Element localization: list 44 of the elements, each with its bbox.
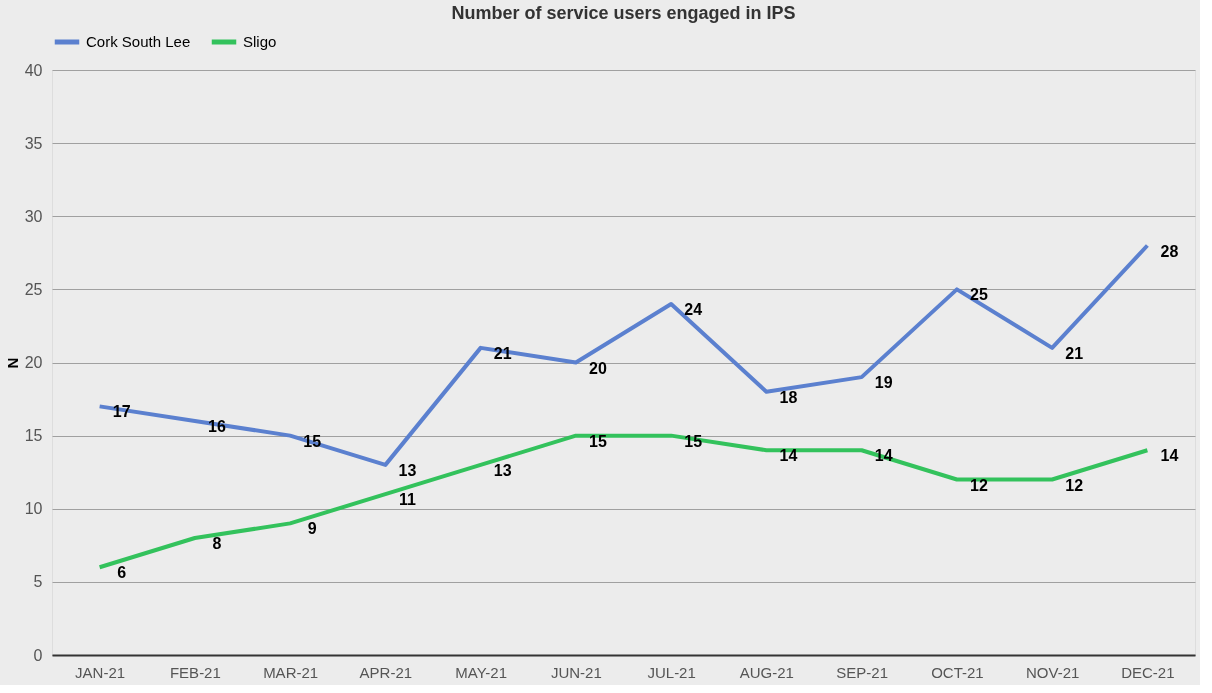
data-label: 19 — [874, 374, 893, 392]
chart-title: Number of service users engaged in IPS — [451, 3, 796, 23]
x-tick-label: FEB-21 — [169, 663, 221, 681]
x-tick-label: JUL-21 — [647, 663, 696, 681]
y-tick-label: 0 — [33, 646, 43, 664]
x-tick-label: DEC-21 — [1121, 663, 1175, 681]
y-tick-label: 35 — [24, 134, 43, 152]
x-tick-label: MAY-21 — [455, 663, 507, 681]
y-tick-label: 30 — [24, 207, 43, 225]
data-label: 14 — [874, 447, 893, 465]
data-label: 24 — [684, 301, 703, 318]
data-label: 11 — [398, 491, 416, 509]
y-tick-label: 20 — [24, 354, 43, 371]
y-tick-label: 40 — [24, 61, 43, 79]
data-label: 25 — [969, 286, 988, 304]
legend-label: Sligo — [243, 33, 277, 50]
data-label: 21 — [1065, 344, 1084, 362]
data-label: 8 — [212, 535, 222, 552]
x-tick-label: NOV-21 — [1025, 663, 1080, 681]
data-label: 14 — [779, 447, 798, 465]
data-label: 6 — [117, 564, 127, 582]
data-label: 18 — [779, 388, 798, 406]
data-label: 28 — [1160, 242, 1179, 260]
data-label: 12 — [1065, 476, 1084, 494]
y-tick-label: 25 — [24, 280, 43, 298]
y-tick-label: 15 — [24, 427, 43, 445]
data-label: 15 — [303, 432, 322, 450]
x-tick-label: APR-21 — [359, 663, 413, 681]
y-tick-label: 5 — [33, 573, 43, 591]
data-label: 12 — [969, 476, 988, 494]
legend-label: Cork South Lee — [86, 33, 191, 50]
x-tick-label: JAN-21 — [75, 663, 126, 681]
data-label: 13 — [493, 461, 512, 479]
x-tick-label: AUG-21 — [739, 663, 794, 681]
x-tick-label: SEP-21 — [836, 663, 888, 681]
x-tick-label: JUN-21 — [550, 663, 602, 681]
data-label: 13 — [398, 461, 417, 479]
data-label: 20 — [588, 359, 607, 377]
data-label: 9 — [307, 520, 317, 538]
y-axis-title: N — [3, 357, 21, 369]
data-label: 14 — [1160, 447, 1179, 465]
y-tick-label: 10 — [24, 500, 43, 518]
x-tick-label: MAR-21 — [263, 663, 319, 681]
x-tick-label: OCT-21 — [931, 663, 984, 681]
